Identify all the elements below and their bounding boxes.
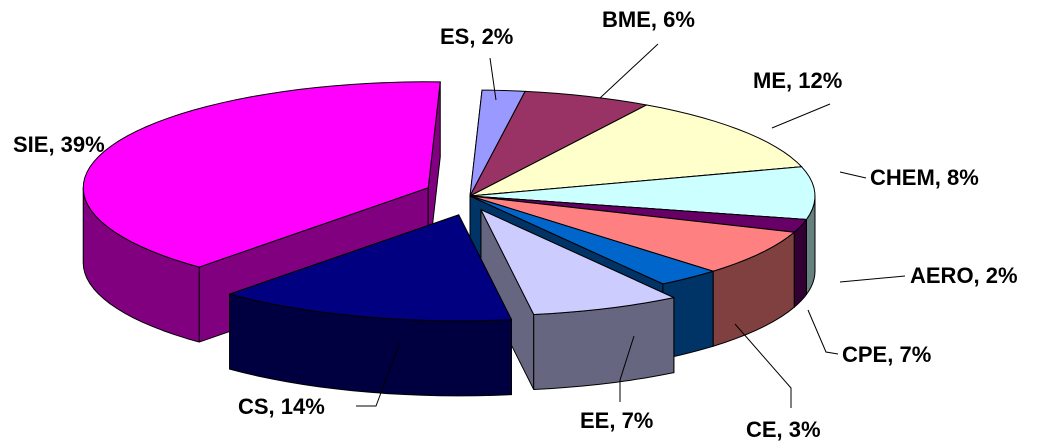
- slice-label-ce: CE, 3%: [746, 417, 821, 441]
- leader-line-cs: [356, 341, 401, 407]
- slice-outer-wall: [793, 218, 807, 308]
- slice-label-chem: CHEM, 8%: [870, 165, 979, 190]
- slice-top-face: [469, 195, 795, 272]
- slice-top-face: [82, 81, 441, 268]
- leader-line-bme: [599, 43, 659, 99]
- leader-line-ce: [734, 323, 792, 408]
- slice-label-es: ES, 2%: [440, 24, 513, 49]
- pie-slices: [82, 81, 816, 397]
- leader-line-cpe: [807, 309, 839, 355]
- leader-line-chem: [839, 171, 867, 179]
- slice-labels: ES, 2% BME, 6% ME, 12% CHEM, 8% AERO, 2% CPE,…: [13, 7, 1018, 441]
- slice-top-face: [229, 214, 512, 322]
- slice-label-cpe: CPE, 7%: [842, 342, 931, 367]
- slice-label-sie: SIE, 39%: [13, 132, 105, 157]
- leader-line-me: [771, 103, 831, 129]
- leader-line-es: [489, 57, 497, 101]
- slice-top-face: [469, 195, 714, 285]
- pie-slice-cs: [229, 214, 512, 397]
- slice-label-aero: AERO, 2%: [910, 263, 1018, 288]
- slice-top-face: [469, 166, 816, 220]
- slice-label-me: ME, 12%: [753, 68, 842, 93]
- slice-top-face: [469, 90, 648, 197]
- slice-label-bme: BME, 6%: [602, 7, 695, 32]
- leader-lines: [356, 43, 906, 408]
- slice-label-ee: EE, 7%: [580, 408, 653, 433]
- slice-label-cs: CS, 14%: [238, 394, 325, 419]
- slice-top-face: [469, 104, 803, 197]
- pie-slice-ee: [480, 209, 675, 390]
- slice-top-face: [480, 209, 675, 315]
- leader-line-aero: [839, 275, 906, 283]
- leader-line-ee: [619, 335, 635, 402]
